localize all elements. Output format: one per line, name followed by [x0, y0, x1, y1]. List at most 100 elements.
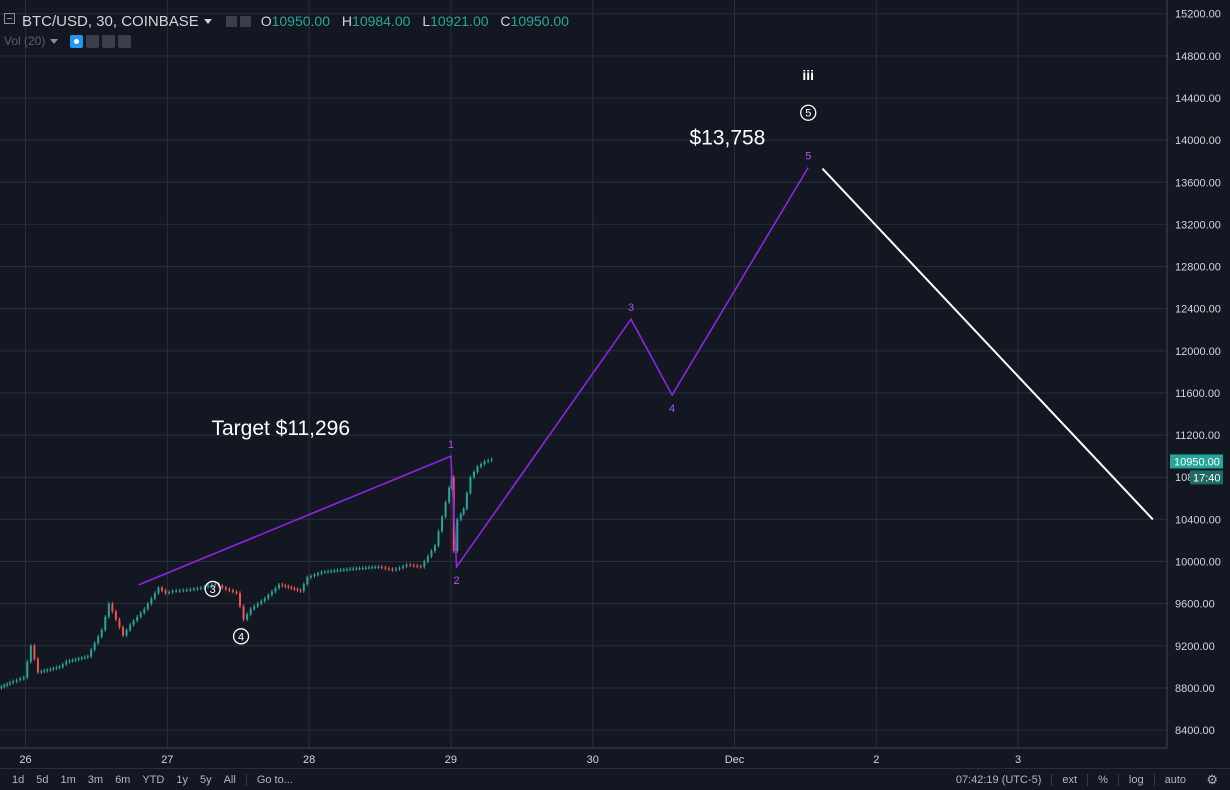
y-tick-label: 11200.00 [1175, 430, 1220, 442]
collapse-pane-icon[interactable] [4, 13, 15, 24]
close-icon[interactable] [118, 34, 132, 48]
circled-wave-label: 4 [238, 631, 244, 643]
candle-body [355, 568, 358, 570]
candle-body [171, 591, 174, 593]
open-value: 10950.00 [271, 13, 331, 29]
candle-body [487, 460, 490, 462]
range-ytd[interactable]: YTD [142, 773, 165, 786]
percent-toggle[interactable]: % [1098, 773, 1108, 786]
candle-body [290, 587, 293, 589]
price-annotation: Target $11,296 [211, 417, 350, 440]
y-tick-label: 10400.00 [1175, 514, 1221, 526]
goto-button[interactable]: Go to... [256, 773, 293, 786]
x-tick-label: 27 [161, 754, 173, 766]
candle-body [235, 591, 238, 594]
x-tick-label: 3 [1015, 754, 1021, 766]
symbol-title[interactable]: BTC/USD, 30, COINBASE [22, 12, 199, 30]
candle-body [55, 667, 58, 669]
range-6m[interactable]: 6m [115, 773, 131, 786]
candle-body [36, 658, 39, 673]
candle-body [448, 487, 451, 503]
open-label: O [260, 13, 272, 29]
candle-body [107, 603, 110, 617]
divider [245, 773, 247, 786]
candle-body [490, 459, 493, 461]
settings-icon[interactable] [239, 15, 251, 27]
volume-indicator-label[interactable]: Vol (20) [4, 34, 46, 48]
candle-body [469, 477, 472, 494]
candle-body [93, 643, 96, 650]
candle-body [129, 624, 132, 631]
candle-body [207, 585, 210, 587]
candle-body [189, 589, 192, 591]
candle-body [185, 589, 188, 591]
high-value: 10984.00 [352, 13, 411, 29]
countdown-badge [1190, 470, 1223, 485]
candle-body [371, 567, 374, 569]
candle-body [228, 589, 231, 591]
candle-body [175, 590, 178, 592]
eye-icon[interactable] [70, 34, 84, 48]
candle-body [336, 570, 339, 572]
candle-body [118, 619, 121, 628]
visibility-icon[interactable] [225, 15, 237, 27]
range-all[interactable]: All [223, 773, 236, 786]
candle-body [270, 591, 273, 595]
y-tick-label: 13200.00 [1175, 219, 1221, 231]
candle-body [444, 502, 447, 517]
y-tick-label: 9200.00 [1175, 641, 1215, 653]
circled-wave-marker [800, 104, 817, 121]
range-1y[interactable]: 1y [176, 773, 188, 786]
candle-body [143, 608, 146, 613]
circled-wave-marker [232, 628, 250, 645]
candle-body [364, 567, 367, 569]
auto-toggle[interactable]: auto [1164, 773, 1186, 786]
y-tick-label: 14000.00 [1175, 135, 1221, 147]
y-tick-label: 8800.00 [1175, 683, 1215, 695]
divider [1153, 773, 1155, 786]
candle-body [430, 550, 433, 557]
settings-icon[interactable] [86, 34, 100, 48]
candle-body [456, 519, 459, 551]
high-label: H [341, 13, 353, 29]
ext-toggle[interactable]: ext [1062, 773, 1078, 786]
candle-body [352, 568, 355, 570]
candle-body [320, 572, 323, 574]
volume-indicator-legend: Vol (20) [4, 34, 132, 48]
close-value: 10950.00 [510, 13, 569, 29]
candle-body [330, 571, 333, 573]
range-1d[interactable]: 1d [12, 773, 25, 786]
divider [1117, 773, 1119, 786]
log-toggle[interactable]: log [1128, 773, 1144, 786]
candle-body [274, 588, 277, 592]
candle-body [402, 566, 405, 568]
candle-body [231, 590, 234, 592]
candle-body [146, 603, 149, 609]
y-tick-label: 12400.00 [1175, 304, 1221, 316]
add-icon[interactable] [102, 34, 116, 48]
y-tick-label: 13600.00 [1175, 177, 1221, 189]
range-3m[interactable]: 3m [87, 773, 104, 786]
range-5y[interactable]: 5y [199, 773, 212, 786]
candle-body [405, 564, 408, 567]
candle-body [58, 666, 61, 668]
countdown-label: 17:40 [1193, 472, 1221, 484]
range-1m[interactable]: 1m [60, 773, 76, 786]
candle-body [377, 566, 380, 568]
candle-body [423, 561, 426, 567]
price-chart[interactable]: 8400.00 8800.00 9200.00 9600.00 10000.00 1040… [0, 0, 1230, 768]
y-tick-label: 14400.00 [1175, 93, 1221, 105]
symbol-dropdown-icon[interactable] [203, 18, 212, 24]
candle-body [104, 616, 107, 631]
candle-body [203, 586, 206, 588]
circled-wave-marker [204, 580, 221, 598]
volume-dropdown-icon[interactable] [50, 38, 59, 44]
candle-body [100, 630, 103, 637]
gear-icon[interactable]: ⚙ [1206, 772, 1218, 787]
range-5d[interactable]: 5d [36, 773, 49, 786]
candle-body [33, 645, 36, 659]
candle-body [323, 571, 326, 573]
close-label: C [500, 13, 511, 29]
candle-body [8, 682, 11, 684]
projection-line [821, 167, 1154, 521]
